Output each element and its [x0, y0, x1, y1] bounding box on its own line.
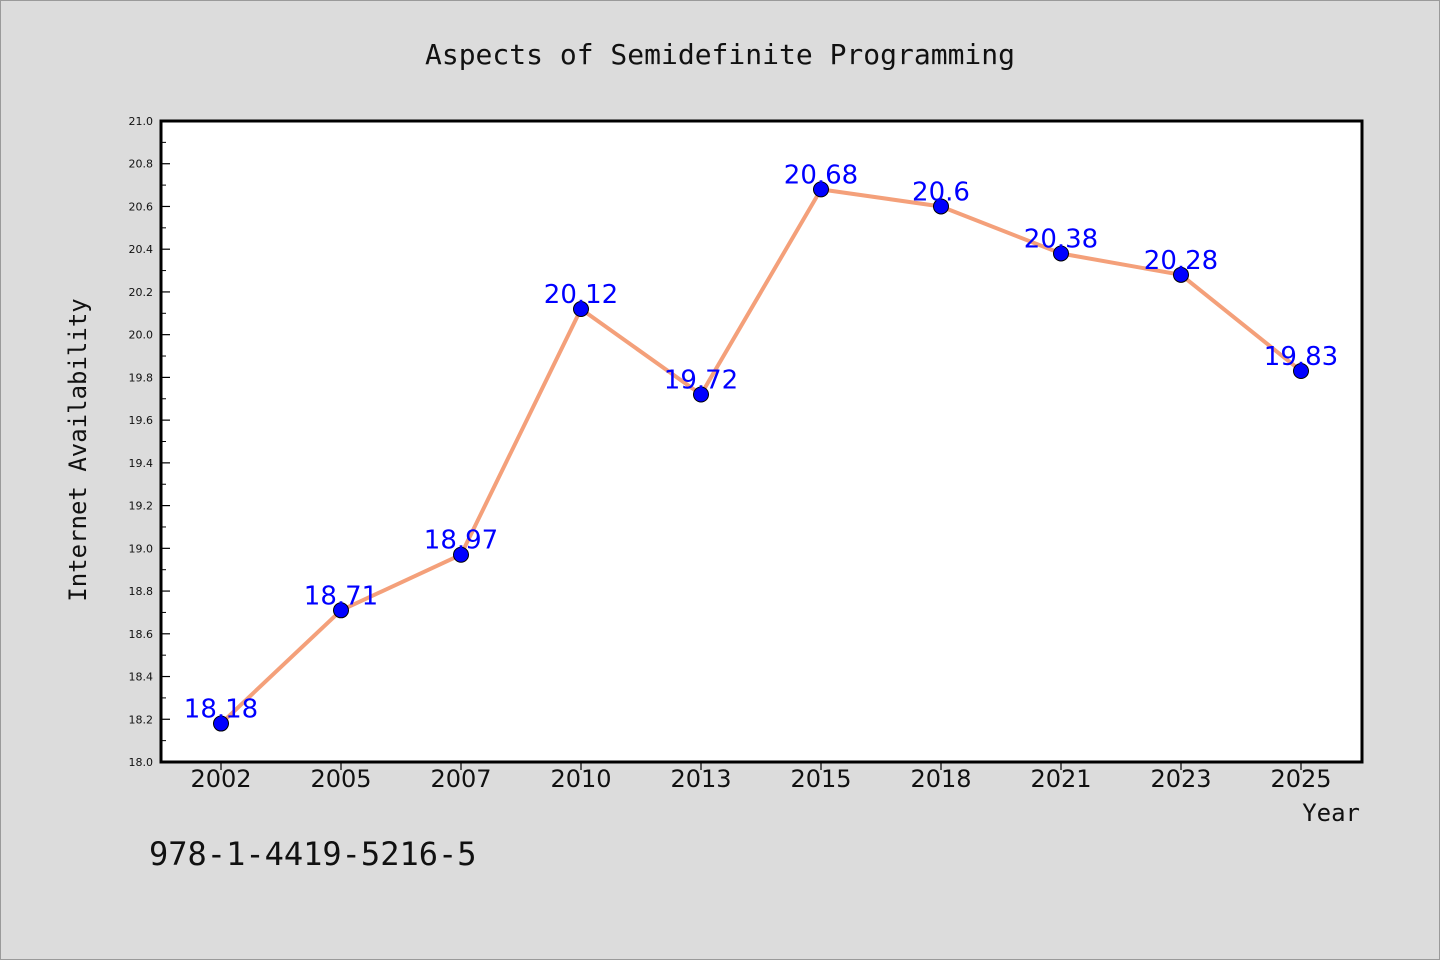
x-tick-label: 2007 [430, 765, 491, 793]
y-axis: 18.0 18.2 18.4 18.6 18.8 19.0 19.2 19.4 19.6 19.8… [129, 115, 170, 769]
y-tick-label: 18.0 [129, 756, 154, 769]
data-point [333, 602, 349, 619]
y-tick-label: 20.0 [129, 329, 154, 342]
y-tick-label: 21.0 [129, 115, 154, 128]
y-tick-label: 20.8 [129, 158, 154, 171]
x-tick-label: 2021 [1030, 765, 1091, 793]
data-point [453, 546, 469, 563]
data-point [213, 715, 229, 732]
y-tick-label: 18.4 [129, 671, 154, 684]
x-tick-label: 2010 [550, 765, 611, 793]
series-line [219, 187, 1303, 725]
data-label: 20.6 [912, 177, 970, 207]
y-tick-label: 19.2 [129, 500, 154, 513]
markers-group [213, 181, 1309, 732]
data-label: 19.83 [1264, 342, 1338, 372]
x-tick-label: 2002 [190, 765, 251, 793]
y-tick-label: 19.8 [129, 371, 154, 384]
x-axis-label: Year [1302, 799, 1360, 827]
data-label: 20.68 [784, 160, 858, 190]
y-tick-label: 18.8 [129, 585, 154, 598]
y-axis-label: Internet Availability [64, 298, 92, 601]
data-label: 18.18 [184, 695, 258, 725]
x-tick-label: 2015 [790, 765, 851, 793]
y-tick-label: 20.6 [129, 200, 154, 213]
y-tick-label: 18.2 [129, 713, 154, 726]
y-tick-label: 19.0 [129, 542, 154, 555]
data-labels-group: 18.18 18.71 18.97 20.12 19.72 20.68 20.6 20.38 2… [184, 160, 1338, 724]
data-point [1293, 362, 1309, 379]
data-label: 18.71 [304, 581, 378, 611]
x-axis: 2002 2005 2007 2010 2013 2015 2018 2021 2023 2025 [190, 762, 1332, 793]
x-tick-label: 2018 [910, 765, 971, 793]
data-label: 19.72 [664, 365, 738, 395]
x-tick-label: 2005 [310, 765, 371, 793]
data-point [933, 198, 949, 215]
series-line-group [219, 187, 1303, 725]
y-tick-label: 19.4 [129, 457, 154, 470]
data-label: 18.97 [424, 526, 498, 556]
data-label: 20.12 [544, 280, 618, 310]
data-point [1053, 245, 1069, 262]
data-label: 20.38 [1024, 224, 1098, 254]
data-point [1173, 266, 1189, 283]
y-tick-label: 20.4 [129, 243, 154, 256]
data-point [693, 386, 709, 403]
x-tick-label: 2013 [670, 765, 731, 793]
isbn-text: 978-1-4419-5216-5 [149, 835, 477, 873]
x-tick-label: 2025 [1270, 765, 1331, 793]
data-label: 20.28 [1144, 246, 1218, 276]
data-point [573, 301, 589, 318]
plot-area [159, 119, 1364, 764]
chart-title: Aspects of Semidefinite Programming [425, 38, 1015, 71]
y-tick-label: 19.6 [129, 414, 154, 427]
y-tick-label: 18.6 [129, 628, 154, 641]
y-tick-label: 20.2 [129, 286, 154, 299]
x-tick-label: 2023 [1150, 765, 1211, 793]
data-point [813, 181, 829, 198]
